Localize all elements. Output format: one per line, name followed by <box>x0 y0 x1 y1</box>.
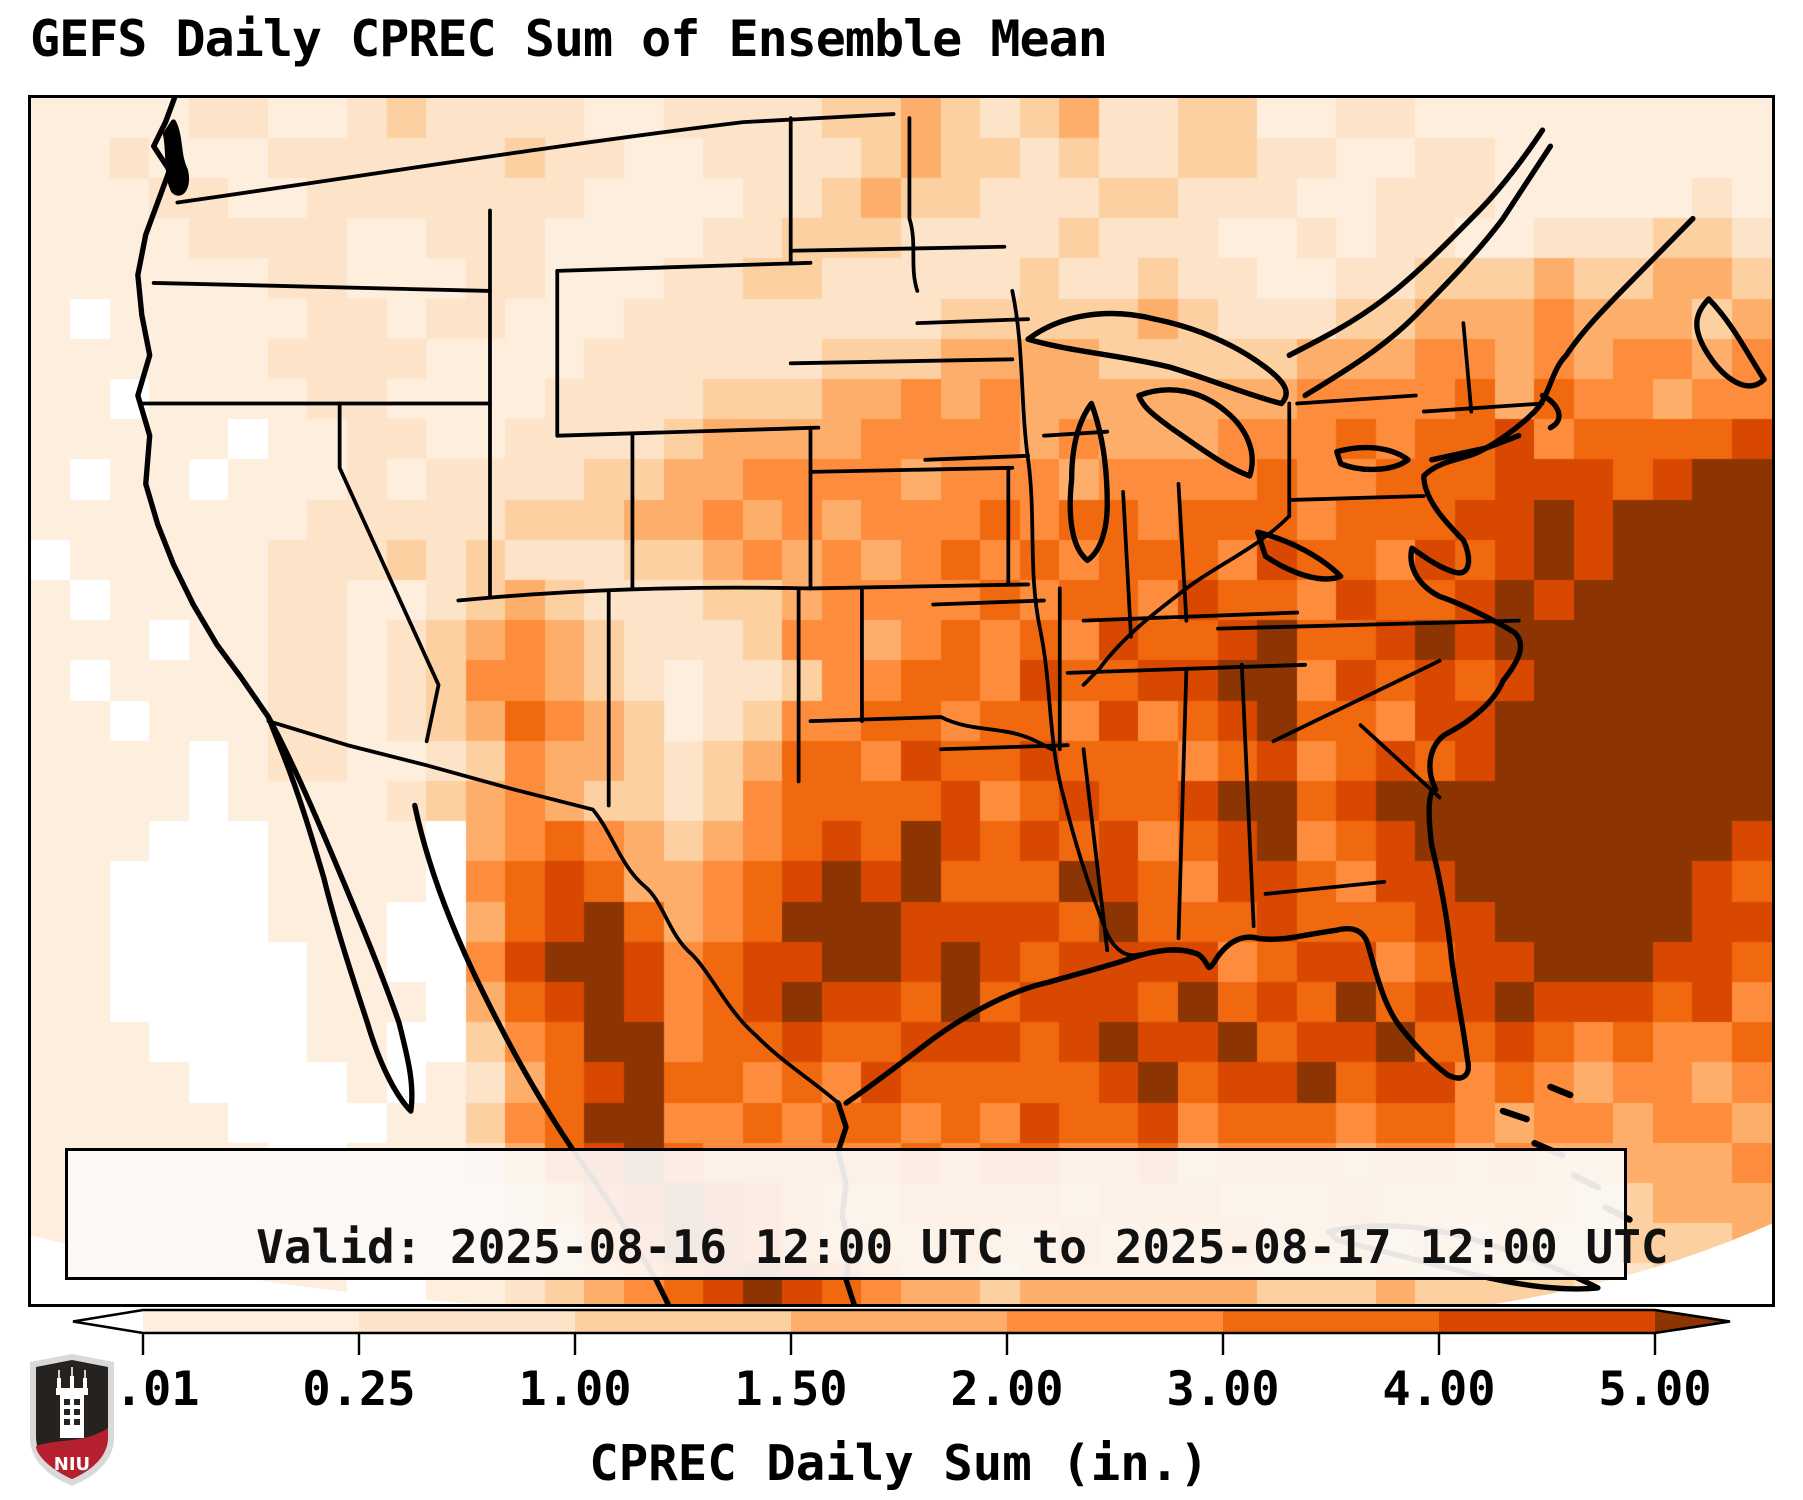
niu-shield-red <box>36 1428 108 1479</box>
colorbar-tick-label: 1.50 <box>734 1362 847 1417</box>
page-title: GEFS Daily CPREC Sum of Ensemble Mean <box>30 10 1108 68</box>
valid-line: Valid: 2025-08-16 12:00 UTC to 2025-08-1… <box>256 1220 1669 1274</box>
projection-wedge-right <box>1495 1223 1772 1304</box>
valid-run-info-box: Valid: 2025-08-16 12:00 UTC to 2025-08-1… <box>65 1148 1669 1280</box>
colorbar-segment <box>1007 1310 1223 1333</box>
colorbar-tick-label: 2.00 <box>950 1362 1063 1417</box>
colorbar-tick-label: 4.00 <box>1382 1362 1495 1417</box>
cape-cod <box>1539 392 1562 431</box>
colorbar-tick-label: 1.00 <box>518 1362 631 1417</box>
niu-tower-windows <box>64 1399 80 1425</box>
us-mexico-border <box>266 719 841 1105</box>
colorbar-segment <box>1439 1310 1655 1333</box>
colorbar-tick-labels: 0.01 0.25 1.00 1.50 2.00 3.00 4.00 5.00 <box>86 1362 1711 1417</box>
st-lawrence-south-shore <box>1302 143 1554 399</box>
colorbar-segment <box>575 1310 791 1333</box>
baja-california-coastline <box>265 714 415 1114</box>
colorbar-segments <box>143 1310 1655 1333</box>
long-island <box>1429 432 1522 463</box>
st-lawrence-north-shore <box>1286 127 1546 358</box>
coastlines <box>135 98 1767 1304</box>
lake-ontario <box>1334 444 1411 473</box>
lake-superior <box>1025 310 1289 407</box>
mississippi-river <box>1010 289 1141 958</box>
colorbar-segment <box>359 1310 575 1333</box>
colorbar-segment <box>791 1310 1007 1333</box>
nova-scotia <box>1694 296 1767 389</box>
colorbar-under-arrow <box>73 1310 143 1333</box>
us-canada-border <box>175 112 896 205</box>
colorbar-over-arrow <box>1655 1310 1730 1333</box>
niu-logo: NIU <box>30 1354 114 1486</box>
colorbar-svg: 0.01 0.25 1.00 1.50 2.00 3.00 4.00 5.00 CPREC D… <box>72 1308 1731 1492</box>
colorbar-tick-label: 3.00 <box>1166 1362 1279 1417</box>
colorbar-segment <box>1223 1310 1439 1333</box>
colorbar-tick-label: 5.00 <box>1598 1362 1711 1417</box>
lake-huron <box>1136 387 1255 479</box>
colorbar-tick-label: 0.25 <box>302 1362 415 1417</box>
lake-erie <box>1254 529 1344 582</box>
colorbar-segment <box>143 1310 359 1333</box>
projection-wedge-left <box>31 1235 475 1304</box>
map-panel: Valid: 2025-08-16 12:00 UTC to 2025-08-1… <box>28 95 1775 1307</box>
lake-michigan <box>1067 400 1110 564</box>
map-overlay <box>31 98 1772 1304</box>
niu-logo-text: NIU <box>54 1454 90 1475</box>
precip-raster-canvas <box>31 98 1772 1304</box>
colorbar-ticks <box>141 1333 1657 1355</box>
state-borders <box>139 112 1545 1105</box>
colorbar-axis-label: CPREC Daily Sum (in.) <box>589 1435 1209 1492</box>
puget-sound <box>162 119 189 196</box>
colorbar: 0.01 0.25 1.00 1.50 2.00 3.00 4.00 5.00 CPREC D… <box>28 1302 1775 1500</box>
gulf-atlantic-coastline <box>843 215 1696 1106</box>
